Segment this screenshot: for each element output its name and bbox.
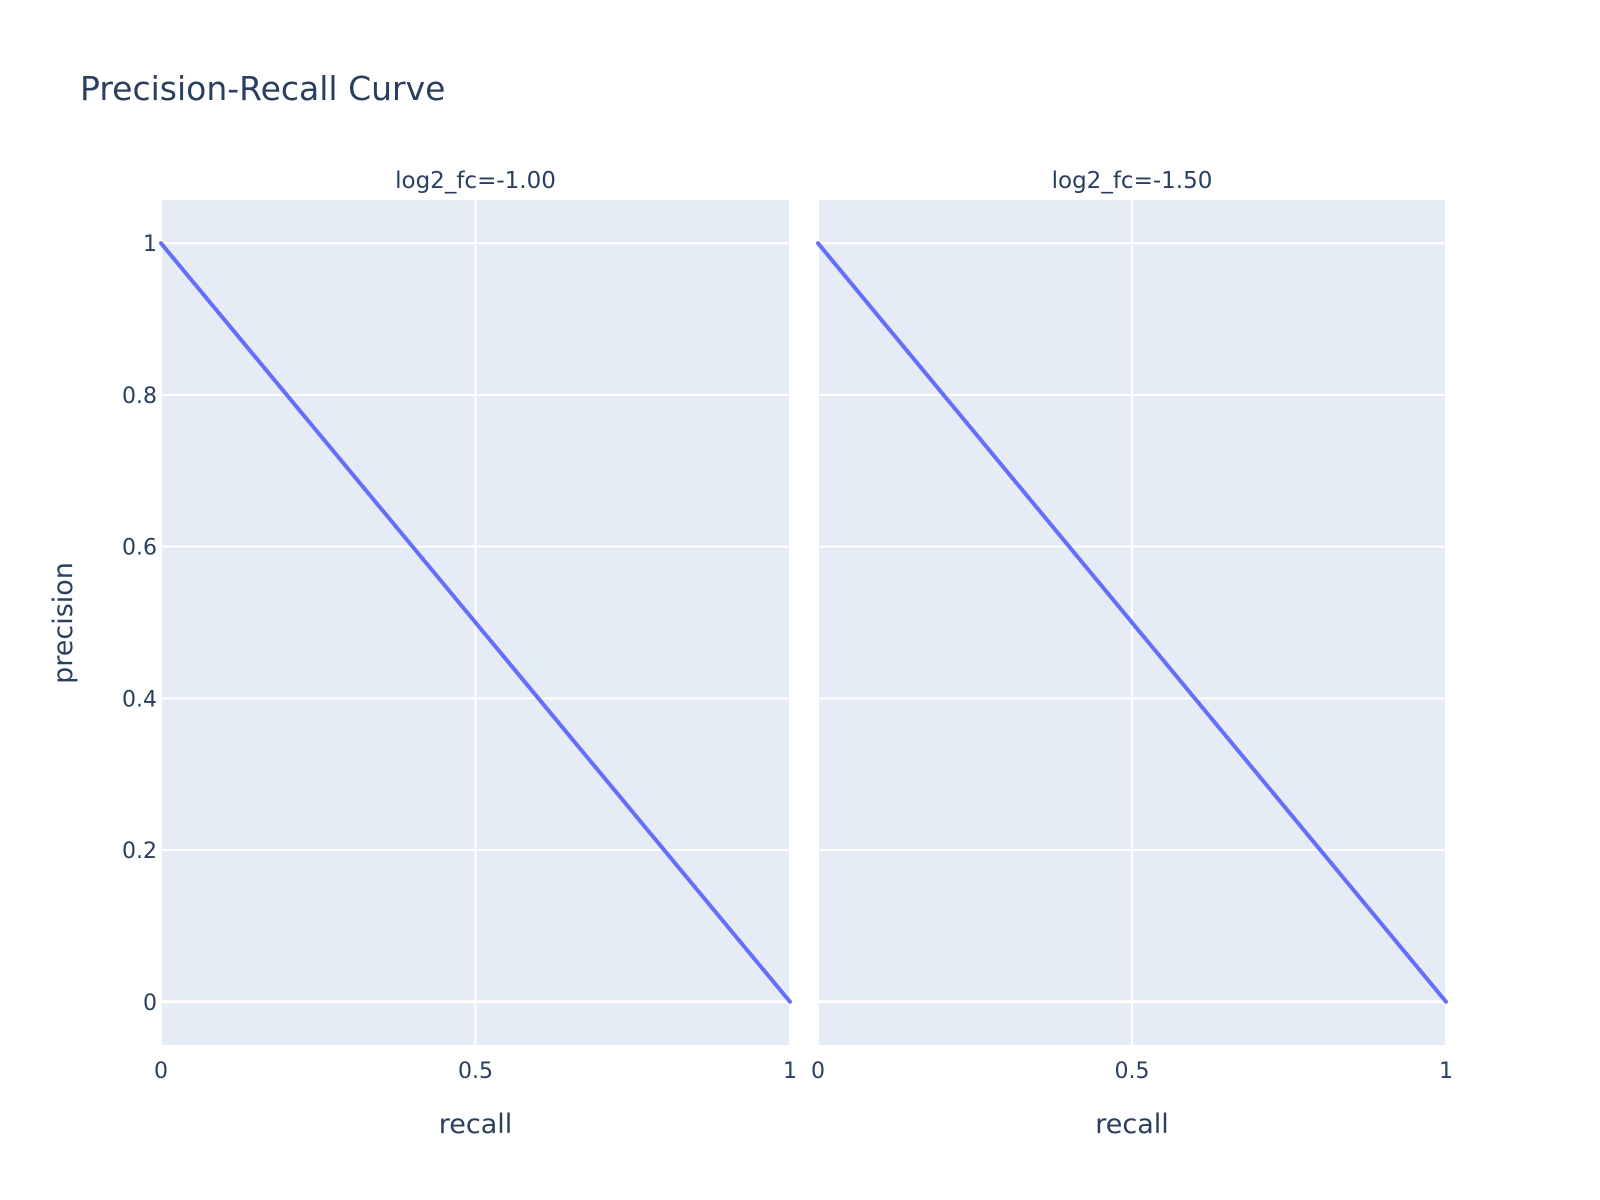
y-tick-label: 0.6 xyxy=(122,536,157,561)
x-tick-label: 1 xyxy=(783,1059,797,1084)
subplot-title: log2_fc=-1.00 xyxy=(395,168,556,194)
pr-curve-line xyxy=(159,241,792,1004)
y-tick-label: 0 xyxy=(143,991,157,1016)
x-tick-label: 0 xyxy=(811,1059,825,1084)
x-tick-label: 1 xyxy=(1439,1059,1453,1084)
x-tick-label: 0.5 xyxy=(458,1059,493,1084)
x-tick-label: 0.5 xyxy=(1115,1059,1150,1084)
x-axis-label: recall xyxy=(439,1109,513,1140)
subplot-title: log2_fc=-1.50 xyxy=(1052,168,1213,194)
pr-curve-line xyxy=(816,241,1448,1004)
y-tick-label: 0.8 xyxy=(122,384,157,409)
y-tick-label: 1 xyxy=(143,232,157,257)
chart-title: Precision-Recall Curve xyxy=(80,69,445,108)
y-tick-label: 0.4 xyxy=(122,687,157,712)
x-axis-label: recall xyxy=(1095,1109,1169,1140)
y-tick-label: 0.2 xyxy=(122,839,157,864)
y-axis-label: precision xyxy=(48,562,79,684)
x-tick-label: 0 xyxy=(154,1059,168,1084)
